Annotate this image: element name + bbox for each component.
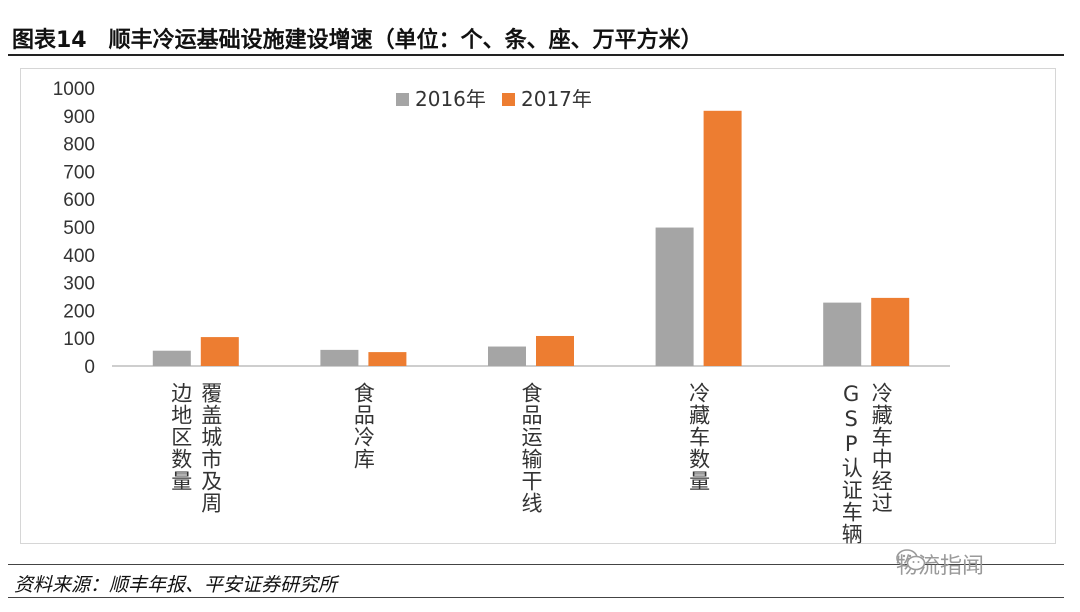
x-category-label-line: 冷藏车数量 (687, 382, 711, 492)
x-category-label: 食品运输干线 (519, 382, 543, 514)
y-tick-label: 100 (63, 329, 95, 350)
x-category-label-line: GSP认证车辆 (839, 382, 863, 545)
legend-label-1: 2016年 (415, 87, 486, 111)
x-category-label-line: 冷藏车中经过 (869, 382, 893, 514)
legend: 2016年 2017年 (396, 87, 592, 111)
bar-2016-1 (152, 350, 191, 366)
bar-2016-5 (823, 302, 862, 366)
bar-2017-4 (703, 110, 742, 367)
bar-2017-3 (536, 335, 574, 366)
x-category-label: 冷藏车数量 (687, 382, 711, 492)
figure-header: 图表14 顺丰冷运基础设施建设增速（单位：个、条、座、万平方米） (8, 8, 1064, 53)
x-category-label-line: 食品运输干线 (519, 382, 543, 514)
legend-swatch-2 (502, 93, 515, 106)
y-tick-label: 400 (63, 246, 95, 267)
y-tick-label: 900 (63, 107, 95, 128)
bar-2016-2 (320, 349, 359, 366)
source-note: 资料来源：顺丰年报、平安证券研究所 (14, 574, 338, 596)
legend-label-2: 2017年 (521, 87, 592, 111)
bars (152, 110, 910, 367)
x-category-label-line: 覆盖城市及周 (199, 382, 223, 514)
footer-rule-bottom (8, 597, 1064, 598)
bar-2017-2 (368, 352, 407, 366)
y-tick-label: 200 (63, 301, 95, 322)
bar-2017-1 (200, 337, 239, 366)
header-rule (8, 54, 1064, 56)
figure-title: 图表14 顺丰冷运基础设施建设增速（单位：个、条、座、万平方米） (12, 22, 703, 54)
bar-2016-4 (655, 227, 694, 366)
y-tick-label: 700 (63, 162, 95, 183)
y-tick-label: 300 (63, 274, 95, 295)
bar-chart: 0 100 200 300 400 500 600 700 800 900 1000 覆盖城市及周边… (53, 79, 950, 545)
y-axis-labels: 0 100 200 300 400 500 600 700 800 900 1000 (53, 79, 95, 378)
y-tick-label: 0 (84, 357, 95, 378)
chart-frame (20, 68, 1056, 544)
legend-swatch-1 (396, 93, 409, 106)
watermark: 物流指闻 (896, 548, 1056, 582)
y-tick-label: 800 (63, 135, 95, 156)
y-tick-label: 500 (63, 218, 95, 239)
y-tick-label: 600 (63, 190, 95, 211)
bar-2017-5 (871, 297, 910, 366)
x-category-label: 食品冷库 (351, 382, 375, 470)
x-category-label-line: 边地区数量 (169, 382, 193, 492)
figure-number: 图表14 (12, 28, 87, 53)
y-tick-label: 1000 (53, 79, 95, 100)
wechat-icon (896, 549, 926, 571)
bar-2016-3 (488, 346, 526, 366)
x-category-label-line: 食品冷库 (351, 382, 375, 470)
footer-rule (8, 564, 1064, 565)
figure-title-text: 顺丰冷运基础设施建设增速（单位：个、条、座、万平方米） (108, 28, 703, 53)
